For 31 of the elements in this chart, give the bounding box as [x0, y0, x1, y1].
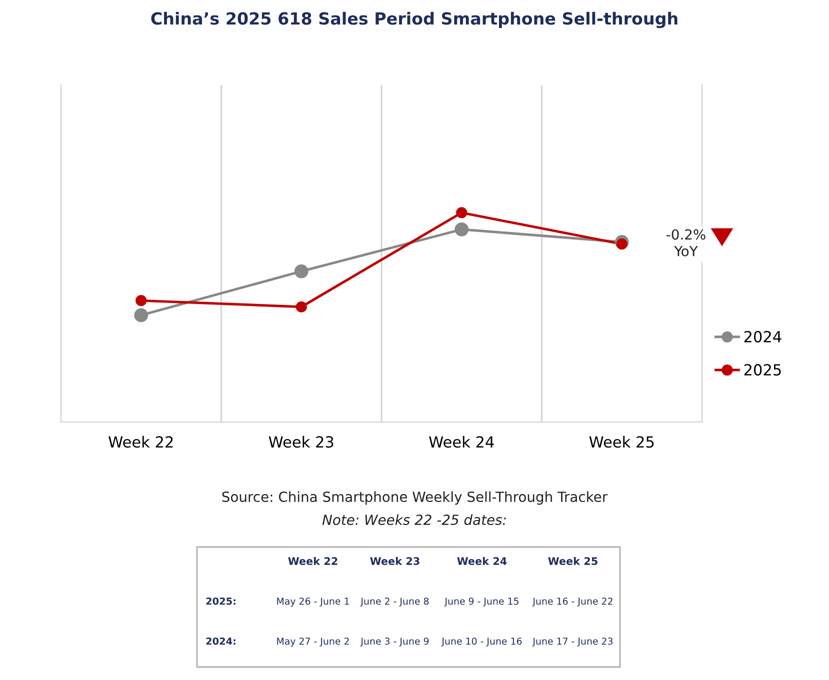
x-tick-label: Week 24	[429, 436, 494, 448]
text: June 17 - June 23	[532, 638, 613, 646]
point	[294, 264, 308, 278]
legend-label: 2024	[744, 330, 782, 342]
text: Week 24	[457, 556, 507, 566]
text: 2024:	[206, 637, 236, 645]
text: May 26 - June 1	[277, 598, 349, 607]
point	[454, 222, 469, 236]
text: May 27 - June 2	[277, 638, 349, 647]
text: June 16 - June 22	[532, 598, 612, 606]
text: June 10 - June 16	[441, 638, 522, 646]
text: June 9 - June 15	[444, 598, 518, 606]
point	[456, 207, 468, 218]
annotation: -0.2% YoY	[666, 229, 706, 256]
text: Week 25	[548, 556, 598, 566]
x-tick-label: Week 25	[589, 436, 654, 448]
text: Week 22	[288, 556, 338, 566]
point	[616, 238, 628, 250]
point	[134, 308, 148, 322]
legend-label: 2025	[744, 364, 781, 376]
x-tick-label: Week 23	[268, 436, 334, 448]
text: 2025:	[206, 597, 236, 605]
point	[136, 295, 147, 306]
point	[296, 301, 307, 312]
source-note: Source: China Smartphone Weekly Sell-Through Tracker	[222, 491, 608, 505]
chart-title: China’s 2025 618 Sales Period Smartphone Sell-through	[151, 12, 678, 28]
text: Week 23	[370, 556, 420, 566]
text: June 3 - June 9	[360, 638, 429, 646]
text: Note: Weeks 22 -25 dates:	[322, 514, 506, 526]
x-tick-label: Week 22	[108, 436, 173, 448]
text: June 2 - June 8	[360, 598, 429, 606]
